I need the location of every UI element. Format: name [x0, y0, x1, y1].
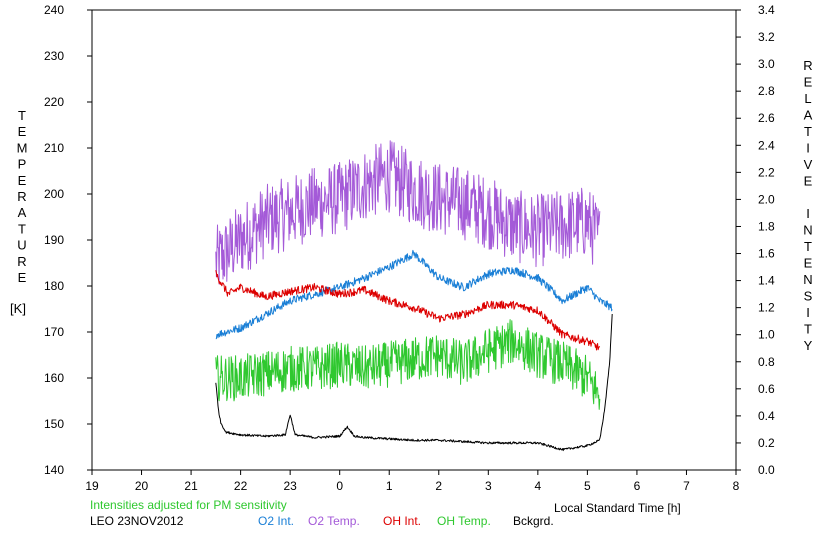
left-title-letter: U — [17, 238, 26, 253]
x-tick-label: 0 — [336, 479, 343, 493]
legend-item: OH Int. — [383, 514, 421, 528]
right-title-letter: S — [804, 289, 813, 304]
x-axis-ticks: 19 20 21 22 23 0 1 2 3 4 5 6 7 8 — [85, 470, 740, 493]
right-tick-label: 2.2 — [758, 165, 775, 179]
right-tick-label: 1.2 — [758, 301, 775, 315]
left-tick-label: 240 — [44, 3, 64, 17]
series-o2-int — [215, 249, 613, 340]
right-tick-label: 0.2 — [758, 436, 775, 450]
left-tick-label: 220 — [44, 95, 64, 109]
right-title-letter: N — [803, 272, 812, 287]
sensitivity-note: Intensities adjusted for PM sensitivity — [90, 498, 287, 512]
right-title-letter: A — [804, 108, 813, 123]
right-title-letter: E — [804, 174, 813, 189]
left-title-letter: E — [18, 173, 27, 188]
left-tick-label: 180 — [44, 279, 64, 293]
left-title-letter: A — [18, 205, 27, 220]
x-tick-label: 7 — [683, 479, 690, 493]
left-tick-label: 150 — [44, 417, 64, 431]
left-tick-label: 170 — [44, 325, 64, 339]
x-tick-label: 2 — [435, 479, 442, 493]
left-tick-label: 190 — [44, 233, 64, 247]
series-oh-temp — [215, 319, 601, 410]
right-tick-label: 1.8 — [758, 219, 775, 233]
right-title-letter: Y — [804, 338, 813, 353]
x-tick-label: 4 — [535, 479, 542, 493]
legend: O2 Int. O2 Temp. OH Int. OH Temp. Bckgrd. — [258, 514, 554, 528]
series-layer — [215, 140, 613, 452]
left-title-letter: E — [18, 124, 27, 139]
right-tick-label: 1.0 — [758, 328, 775, 342]
legend-item: OH Temp. — [437, 514, 491, 528]
right-tick-label: 0.8 — [758, 355, 775, 369]
left-tick-label: 160 — [44, 371, 64, 385]
legend-item: O2 Int. — [258, 514, 294, 528]
right-tick-label: 2.8 — [758, 84, 775, 98]
station-date: LEO 23NOV2012 — [90, 514, 184, 528]
left-title-letter: M — [17, 140, 28, 155]
series-bckgrd — [215, 313, 613, 452]
right-title-letter: I — [806, 141, 810, 156]
right-title-letter: V — [804, 157, 813, 172]
right-title-letter: T — [804, 239, 812, 254]
left-tick-label: 140 — [44, 463, 64, 477]
right-title-letter: T — [804, 322, 812, 337]
x-tick-label: 19 — [85, 479, 99, 493]
left-tick-label: 200 — [44, 187, 64, 201]
right-title-letter: E — [804, 75, 813, 90]
left-title-letter: E — [18, 270, 27, 285]
plot-frame — [91, 9, 737, 471]
left-axis-unit: [K] — [10, 301, 26, 316]
series-o2-temp — [215, 140, 601, 285]
x-tick-label: 20 — [135, 479, 149, 493]
series-oh-int — [215, 270, 601, 351]
x-tick-label: 3 — [485, 479, 492, 493]
left-title-letter: T — [18, 108, 26, 123]
x-tick-label: 21 — [184, 479, 198, 493]
right-tick-label: 0.0 — [758, 463, 775, 477]
right-tick-label: 1.4 — [758, 274, 775, 288]
right-axis-ticks: 0.0 0.2 0.4 0.6 0.8 1.0 1.2 1.4 1.6 1.8 2.0 2.2 2.4 2… — [736, 3, 775, 477]
legend-item: O2 Temp. — [308, 514, 360, 528]
right-tick-label: 2.4 — [758, 138, 775, 152]
x-tick-label: 6 — [634, 479, 641, 493]
right-tick-label: 0.4 — [758, 409, 775, 423]
left-tick-label: 230 — [44, 49, 64, 63]
left-axis-ticks: 140 150 160 170 180 190 200 210 220 230 240 — [44, 3, 92, 477]
right-title-letter: R — [803, 58, 812, 73]
x-tick-label: 1 — [386, 479, 393, 493]
legend-item: Bckgrd. — [513, 514, 554, 528]
left-title-letter: T — [18, 221, 26, 236]
right-tick-label: 0.6 — [758, 382, 775, 396]
x-tick-label: 8 — [733, 479, 740, 493]
right-tick-label: 2.0 — [758, 192, 775, 206]
x-tick-label: 5 — [584, 479, 591, 493]
right-title-letter: E — [804, 256, 813, 271]
left-tick-label: 210 — [44, 141, 64, 155]
right-tick-label: 3.4 — [758, 3, 775, 17]
right-tick-label: 2.6 — [758, 111, 775, 125]
x-tick-label: 23 — [283, 479, 297, 493]
right-tick-label: 1.6 — [758, 247, 775, 261]
right-tick-label: 3.0 — [758, 57, 775, 71]
right-title-letter: T — [804, 124, 812, 139]
x-tick-label: 22 — [234, 479, 248, 493]
left-title-letter: R — [17, 189, 26, 204]
right-title-letter: I — [806, 206, 810, 221]
right-tick-label: 3.2 — [758, 30, 775, 44]
left-title-letter: P — [18, 157, 27, 172]
right-title-letter: I — [806, 305, 810, 320]
right-title-letter: N — [803, 223, 812, 238]
left-title-letter: R — [17, 254, 26, 269]
right-title-letter: L — [804, 91, 811, 106]
x-axis-title: Local Standard Time [h] — [554, 501, 681, 515]
